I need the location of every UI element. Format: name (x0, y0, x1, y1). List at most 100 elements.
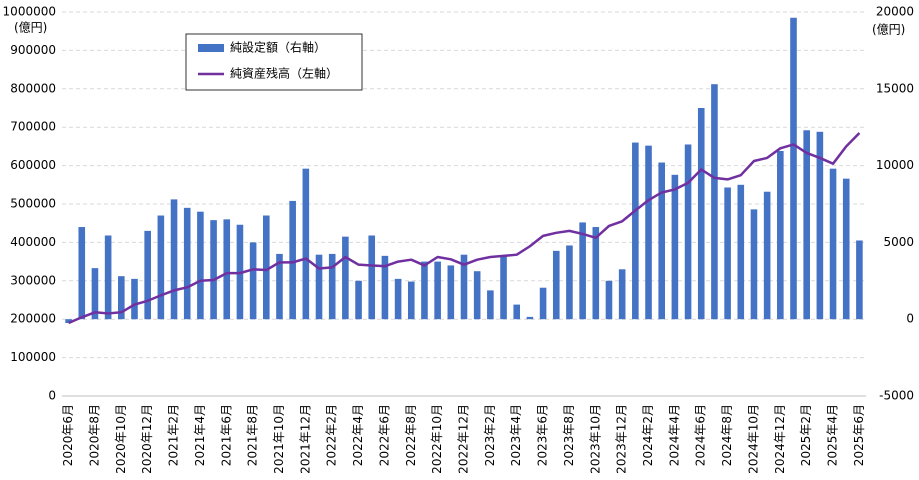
bar (605, 280, 613, 320)
bar (500, 255, 507, 320)
bar (526, 316, 534, 320)
x-tick-label: 2022年4月 (351, 404, 365, 466)
bar (249, 242, 257, 320)
bar (566, 245, 573, 320)
x-tick-label: 2021年4月 (193, 404, 207, 466)
y2-tick-label: 0 (906, 312, 914, 326)
bar (803, 130, 810, 320)
x-tick-label: 2023年8月 (562, 404, 576, 466)
bar (473, 271, 481, 320)
bar (592, 227, 600, 320)
legend-swatch (198, 44, 224, 52)
bar (104, 235, 112, 320)
x-tick-label: 2023年10月 (588, 404, 602, 474)
bar (645, 145, 652, 320)
bar (737, 184, 745, 320)
bar (118, 276, 125, 320)
bar (684, 144, 692, 320)
bar (552, 250, 560, 320)
x-tick-label: 2022年2月 (325, 404, 339, 466)
bar (777, 151, 784, 320)
y-tick-label: 800000 (10, 81, 56, 95)
y2-unit: (億円) (872, 23, 905, 37)
bar (381, 255, 389, 320)
y2-tick-label: 15000 (876, 81, 914, 95)
y-tick-label: 900000 (10, 43, 56, 57)
y-tick-label: 400000 (10, 235, 56, 249)
bar (829, 168, 837, 320)
bar (658, 162, 665, 320)
line (68, 132, 861, 325)
bar (368, 235, 376, 320)
bar (131, 278, 138, 320)
bar (724, 187, 731, 320)
y-tick-label: 300000 (10, 273, 56, 287)
legend-label: 純設定額（右軸） (230, 40, 326, 55)
bar (157, 215, 165, 320)
y2-tick-label: 20000 (876, 5, 914, 19)
bar (78, 227, 86, 320)
x-tick-label: 2023年12月 (615, 404, 629, 474)
x-tick-label: 2020年6月 (61, 404, 75, 466)
x-tick-label: 2024年12月 (773, 404, 787, 474)
bar (856, 240, 863, 320)
legend-label: 純資産残高（左軸） (230, 66, 338, 81)
bar (302, 168, 310, 320)
bar (763, 191, 771, 320)
y-tick-label: 700000 (10, 120, 56, 134)
bar (342, 236, 349, 320)
bar (618, 269, 626, 320)
y-tick-label: 0 (48, 389, 56, 403)
x-tick-label: 2023年6月 (536, 404, 550, 466)
bar (315, 254, 323, 320)
x-tick-label: 2020年8月 (87, 404, 101, 466)
bar (170, 199, 178, 320)
x-tick-label: 2023年4月 (509, 404, 523, 466)
y-tick-label: 200000 (10, 312, 56, 326)
x-tick-label: 2023年2月 (483, 404, 497, 466)
bar (697, 108, 705, 320)
x-tick-label: 2021年8月 (246, 404, 260, 466)
bar (183, 207, 191, 320)
bar (434, 261, 441, 320)
y-tick-label: 100000 (10, 350, 56, 364)
bar (144, 230, 151, 320)
x-tick-label: 2024年4月 (667, 404, 681, 466)
bar (407, 281, 415, 320)
legend-box (185, 33, 363, 91)
bar (65, 319, 72, 324)
bar (579, 222, 586, 320)
y2-tick-label: 5000 (883, 235, 914, 249)
bar (91, 268, 99, 320)
x-tick-label: 2020年12月 (140, 404, 154, 474)
x-tick-label: 2022年12月 (457, 404, 471, 474)
x-tick-label: 2024年6月 (694, 404, 708, 466)
bar (632, 142, 639, 320)
bar (197, 211, 204, 320)
x-tick-label: 2025年4月 (826, 404, 840, 466)
x-tick-label: 2021年2月 (167, 404, 181, 466)
bar (671, 174, 679, 320)
bar (487, 290, 494, 320)
bar (513, 304, 521, 320)
bar (750, 209, 758, 320)
bar (790, 17, 797, 320)
bar (210, 220, 217, 320)
x-tick-label: 2025年6月 (852, 404, 866, 466)
bar (421, 261, 428, 320)
x-tick-label: 2024年8月 (720, 404, 734, 466)
x-tick-label: 2021年6月 (219, 404, 233, 466)
bar (842, 178, 850, 320)
bar (539, 287, 547, 320)
bar (394, 278, 402, 320)
bar (711, 84, 718, 320)
bar (289, 200, 296, 320)
x-tick-label: 2020年10月 (114, 404, 128, 474)
bar (447, 265, 455, 320)
bar (276, 253, 283, 320)
bar (816, 131, 824, 320)
x-tick-label: 2024年2月 (641, 404, 655, 466)
x-tick-label: 2021年10月 (272, 404, 286, 474)
x-tick-label: 2024年10月 (746, 404, 760, 474)
x-tick-label: 2021年12月 (298, 404, 312, 474)
